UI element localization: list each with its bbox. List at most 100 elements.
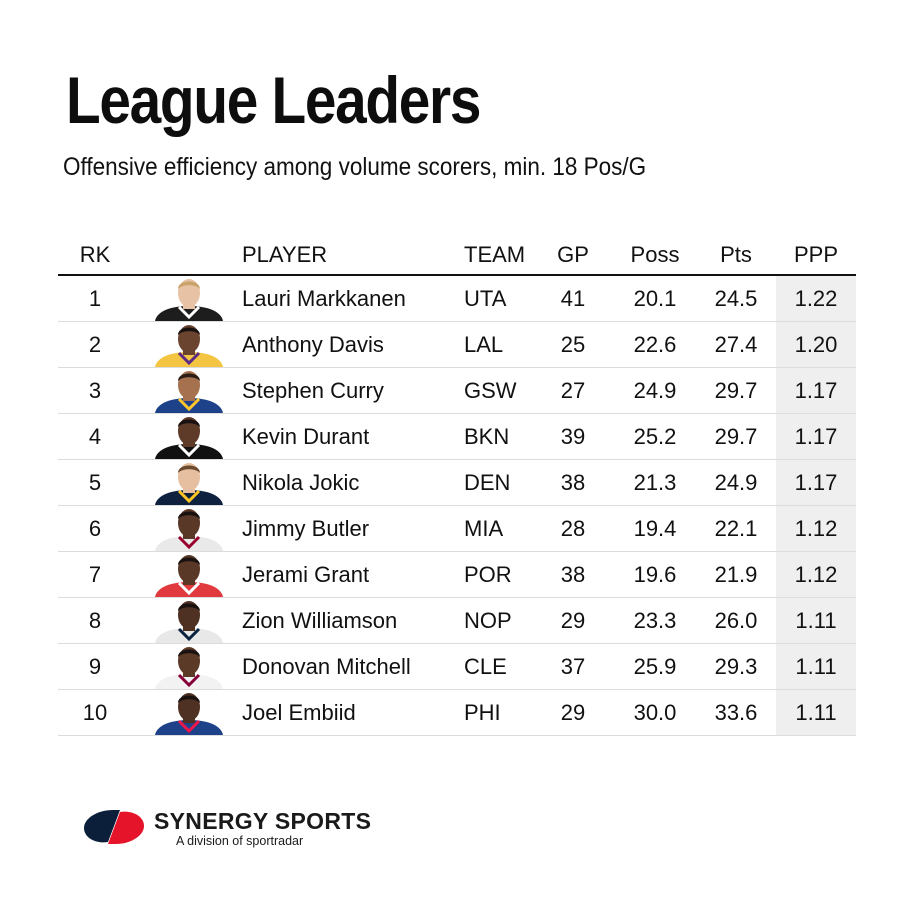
cell-poss: 23.3: [633, 607, 677, 633]
cell-rank: 8: [88, 607, 102, 633]
page-title: League Leaders: [66, 63, 481, 137]
cell-gp: 29: [560, 607, 586, 633]
brand-name: SYNERGY SPORTS: [154, 808, 372, 834]
table-row: 4 Kevin Durant BKN 39 25.2 29.7 1.17: [58, 414, 856, 460]
cell-pts: 29.7: [714, 377, 758, 403]
cell-rank: 3: [88, 377, 102, 403]
player-photo: [146, 690, 232, 735]
cell-player: Kevin Durant: [242, 423, 370, 449]
player-headshot-icon: [155, 693, 223, 735]
cell-player: Anthony Davis: [242, 331, 384, 357]
player-photo: [146, 506, 232, 551]
cell-player: Joel Embiid: [242, 699, 356, 725]
cell-pts: 26.0: [714, 607, 758, 633]
cell-poss: 24.9: [633, 377, 677, 403]
table-row: 1 Lauri Markkanen UTA 41 20.1 24.5 1.22: [58, 276, 856, 322]
cell-rank: 1: [88, 285, 102, 311]
cell-poss: 19.4: [633, 515, 677, 541]
cell-rank: 2: [88, 331, 102, 357]
cell-pts: 22.1: [714, 515, 758, 541]
page-subtitle: Offensive efficiency among volume scorer…: [63, 153, 647, 181]
cell-poss: 22.6: [633, 331, 677, 357]
player-photo: [146, 368, 232, 413]
col-header-player: PLAYER: [242, 242, 328, 267]
brand-tagline: A division of sportradar: [176, 834, 304, 848]
cell-ppp: 1.17: [776, 460, 856, 505]
cell-pts: 27.4: [714, 331, 758, 357]
cell-rank: 9: [88, 653, 102, 679]
col-header-pts: Pts: [720, 242, 752, 267]
cell-player: Stephen Curry: [242, 377, 384, 403]
table-row: 6 Jimmy Butler MIA 28 19.4 22.1 1.12: [58, 506, 856, 552]
cell-ppp: 1.22: [776, 276, 856, 321]
cell-rank: 10: [82, 699, 108, 725]
cell-ppp: 1.17: [776, 368, 856, 413]
player-headshot-icon: [155, 325, 223, 367]
cell-pts: 24.5: [714, 285, 758, 311]
cell-rank: 5: [88, 469, 102, 495]
player-headshot-icon: [155, 647, 223, 689]
cell-poss: 20.1: [633, 285, 677, 311]
cell-player: Nikola Jokic: [242, 469, 360, 495]
leaders-table: RK PLAYER TEAM GP Poss Pts PPP 1 Lauri Ma…: [58, 234, 856, 736]
cell-poss: 21.3: [633, 469, 677, 495]
cell-pts: 29.3: [714, 653, 758, 679]
cell-ppp: 1.11: [776, 598, 856, 643]
cell-gp: 37: [560, 653, 586, 679]
table-row: 5 Nikola Jokic DEN 38 21.3 24.9 1.17: [58, 460, 856, 506]
cell-team: NOP: [464, 607, 512, 633]
player-photo: [146, 322, 232, 367]
player-headshot-icon: [155, 417, 223, 459]
cell-ppp: 1.12: [776, 552, 856, 597]
player-photo: [146, 414, 232, 459]
cell-team: UTA: [464, 285, 507, 311]
player-photo: [146, 644, 232, 689]
cell-player: Donovan Mitchell: [242, 653, 411, 679]
col-header-poss: Poss: [630, 242, 680, 267]
cell-player: Lauri Markkanen: [242, 285, 406, 311]
player-headshot-icon: [155, 279, 223, 321]
cell-player: Zion Williamson: [242, 607, 398, 633]
cell-gp: 38: [560, 469, 586, 495]
table-row: 7 Jerami Grant POR 38 19.6 21.9 1.12: [58, 552, 856, 598]
cell-poss: 19.6: [633, 561, 677, 587]
cell-poss: 25.2: [633, 423, 677, 449]
table-row: 8 Zion Williamson NOP 29 23.3 26.0 1.11: [58, 598, 856, 644]
table-row: 9 Donovan Mitchell CLE 37 25.9 29.3 1.11: [58, 644, 856, 690]
cell-gp: 28: [560, 515, 586, 541]
player-headshot-icon: [155, 509, 223, 551]
cell-team: POR: [464, 561, 512, 587]
table-header: RK PLAYER TEAM GP Poss Pts PPP: [58, 234, 856, 276]
cell-gp: 27: [560, 377, 586, 403]
cell-gp: 25: [560, 331, 586, 357]
cell-team: DEN: [464, 469, 511, 495]
col-header-gp: GP: [557, 242, 589, 267]
cell-ppp: 1.20: [776, 322, 856, 367]
brand-footer: SYNERGY SPORTS A division of sportradar: [80, 806, 371, 851]
player-headshot-icon: [155, 463, 223, 505]
table-body: 1 Lauri Markkanen UTA 41 20.1 24.5 1.22 2 Anthon…: [58, 276, 856, 736]
synergy-logo-icon: [84, 810, 144, 844]
cell-gp: 41: [560, 285, 586, 311]
table-row: 2 Anthony Davis LAL 25 22.6 27.4 1.20: [58, 322, 856, 368]
player-headshot-icon: [155, 371, 223, 413]
cell-ppp: 1.12: [776, 506, 856, 551]
cell-gp: 29: [560, 699, 586, 725]
cell-pts: 21.9: [714, 561, 758, 587]
cell-pts: 33.6: [714, 699, 758, 725]
cell-gp: 39: [560, 423, 586, 449]
player-photo: [146, 276, 232, 321]
cell-team: CLE: [464, 653, 507, 679]
table-row: 10 Joel Embiid PHI 29 30.0 33.6 1.11: [58, 690, 856, 736]
cell-team: PHI: [464, 699, 501, 725]
cell-team: GSW: [464, 377, 517, 403]
col-header-ppp: PPP: [793, 242, 839, 267]
cell-rank: 7: [88, 561, 102, 587]
cell-player: Jimmy Butler: [242, 515, 370, 541]
cell-pts: 29.7: [714, 423, 758, 449]
player-photo: [146, 460, 232, 505]
cell-team: BKN: [464, 423, 510, 449]
player-headshot-icon: [155, 601, 223, 643]
cell-ppp: 1.11: [776, 690, 856, 735]
player-photo: [146, 552, 232, 597]
